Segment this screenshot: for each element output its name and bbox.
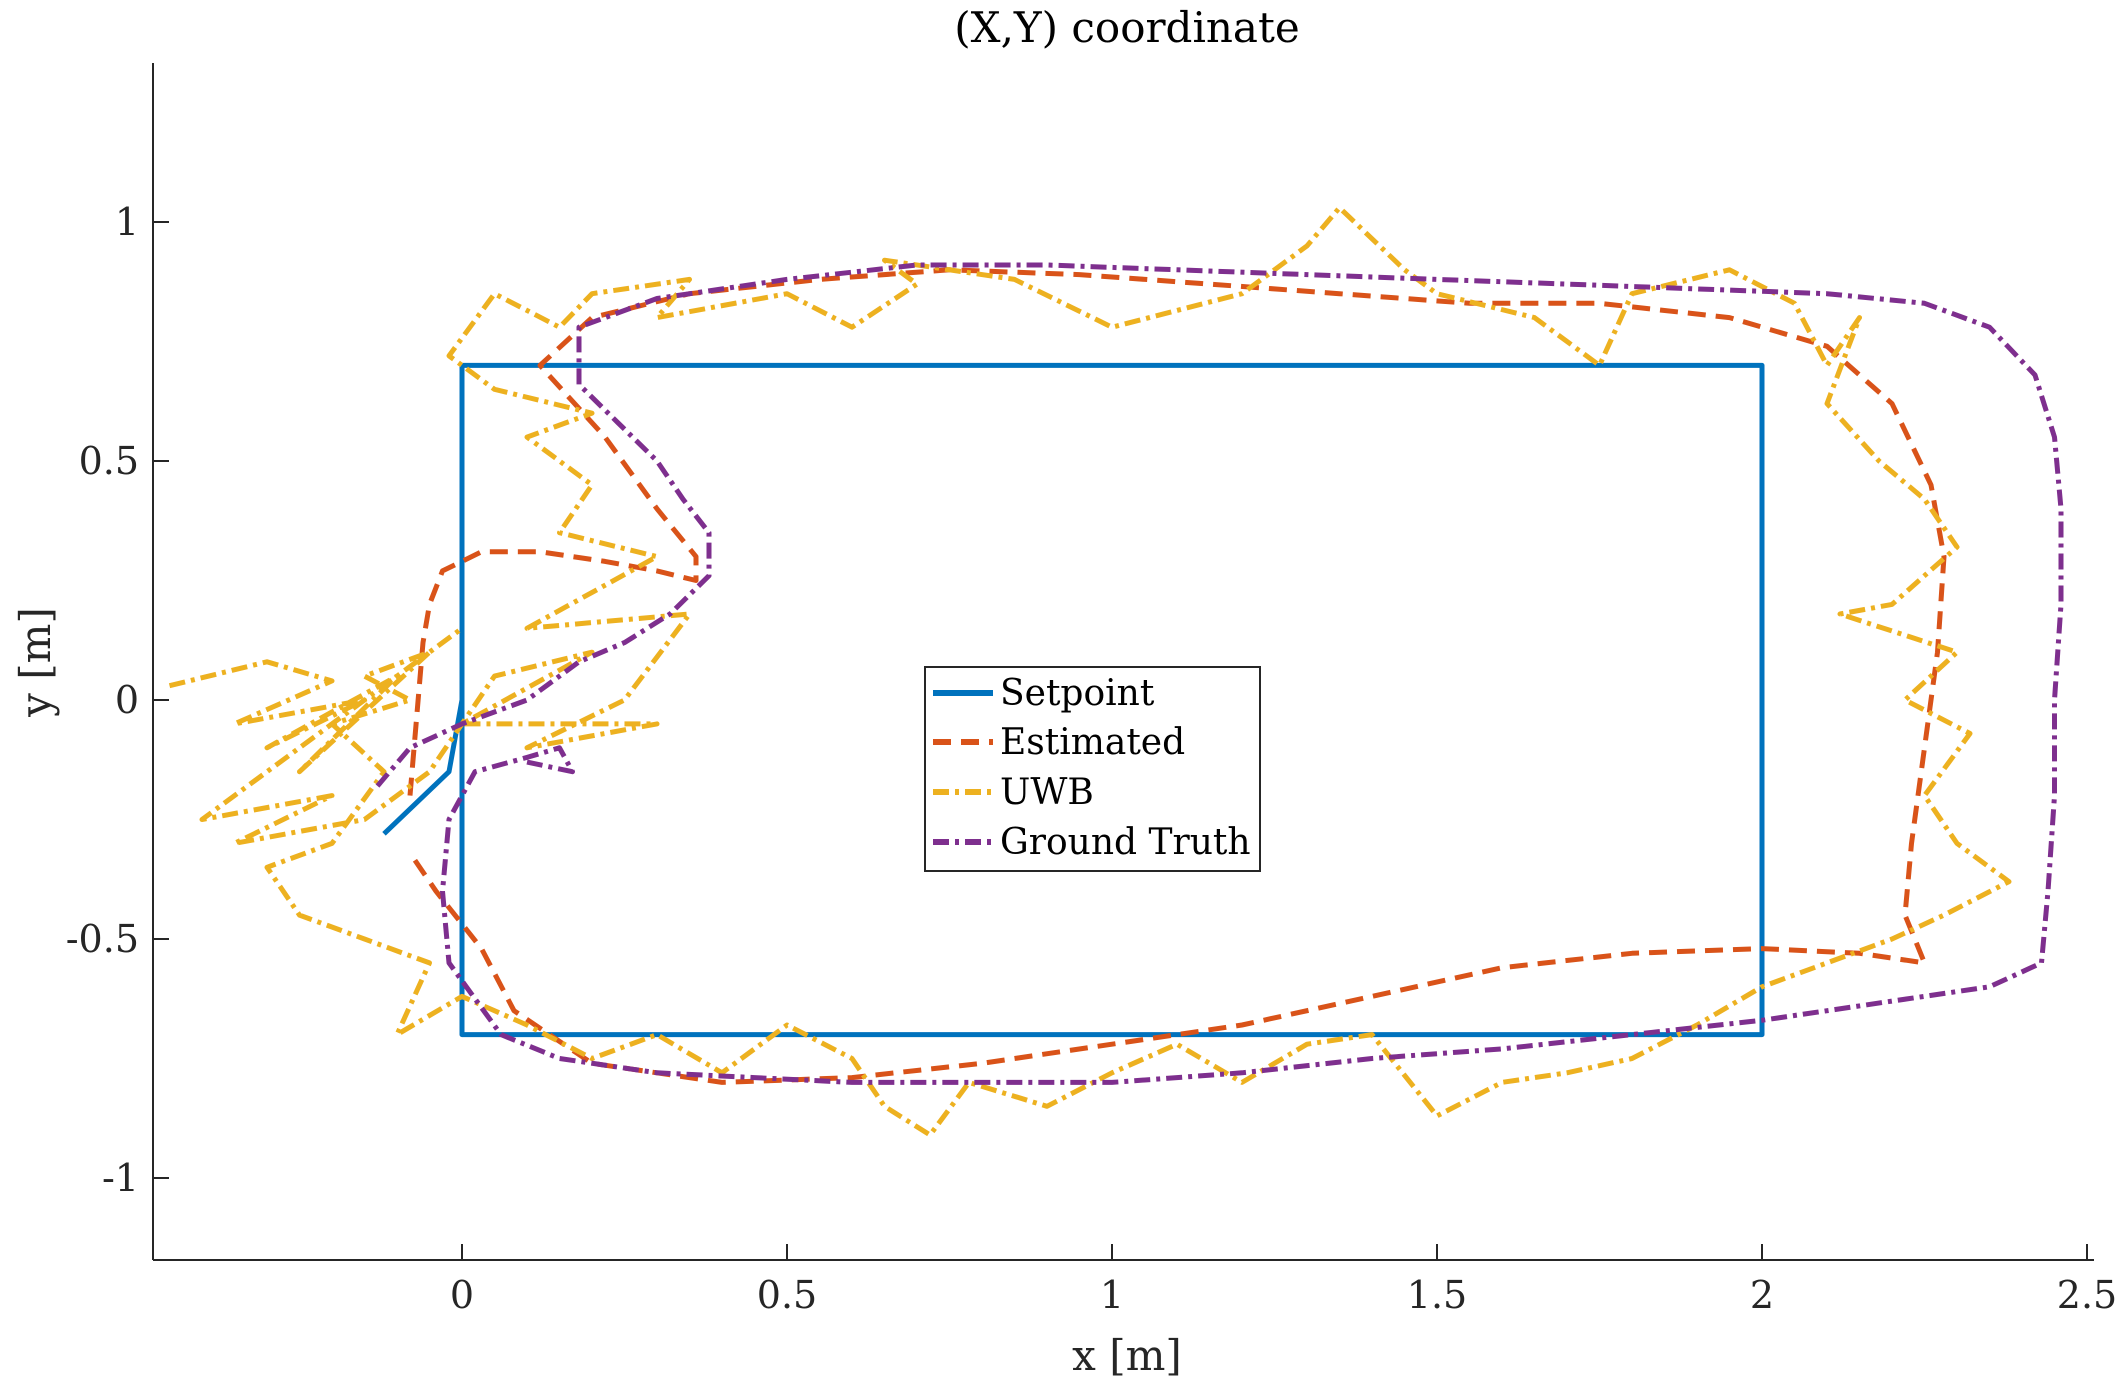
- y-ticks: -1 -0.5 0 0.5 1: [66, 200, 169, 1200]
- legend-label-estimated: Estimated: [1000, 722, 1185, 763]
- series-layer: [168, 205, 2064, 1138]
- x-tick-label: 1.5: [1407, 1273, 1467, 1317]
- legend-label-uwb: UWB: [1000, 772, 1094, 813]
- legend-label-setpoint: Setpoint: [1000, 673, 1155, 714]
- legend-label-ground-truth: Ground Truth: [1000, 822, 1251, 863]
- x-tick-label: 0: [450, 1273, 474, 1317]
- legend-box: [924, 666, 1261, 872]
- y-tick-label: -0.5: [66, 917, 139, 961]
- y-axis-label: y [m]: [11, 607, 60, 718]
- series-line-estimated: [407, 267, 1947, 1085]
- series-line-ground-truth: [375, 262, 2064, 1085]
- legend: Setpoint Estimated UWB Ground Truth: [924, 666, 1261, 872]
- y-tick-label: -1: [102, 1156, 139, 1200]
- y-tick-label: 1: [115, 200, 139, 244]
- x-tick-label: 2.5: [2057, 1273, 2116, 1317]
- series-line-setpoint: [382, 362, 1765, 1038]
- y-tick-label: 0: [115, 678, 139, 722]
- x-axis-label: x [m]: [1072, 1331, 1182, 1380]
- x-ticks: 0 0.5 1 1.5 2 2.5: [450, 1244, 2116, 1317]
- chart-title: (X,Y) coordinate: [954, 3, 1299, 52]
- y-tick-label: 0.5: [79, 439, 139, 483]
- x-tick-label: 0.5: [757, 1273, 817, 1317]
- axes: [152, 63, 2094, 1261]
- x-tick-label: 2: [1750, 1273, 1774, 1317]
- x-tick-label: 1: [1100, 1273, 1124, 1317]
